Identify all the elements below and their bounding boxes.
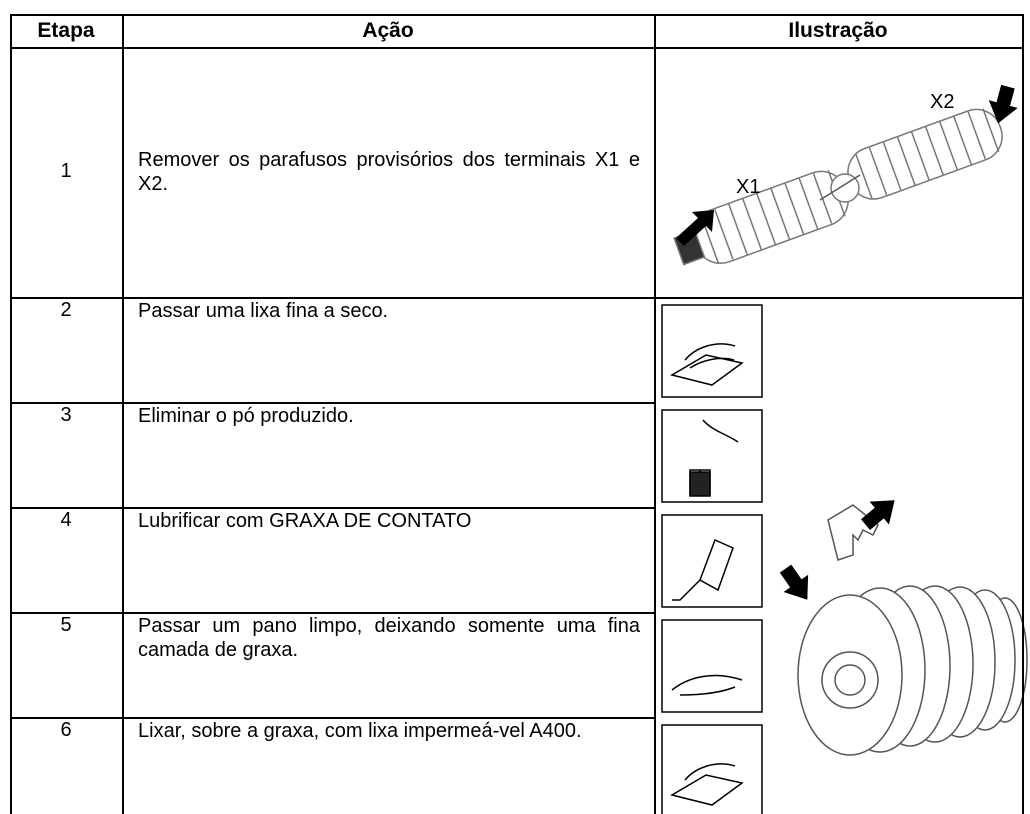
step-number: 3 — [60, 404, 72, 426]
step-number: 1 — [60, 160, 72, 182]
rule — [10, 47, 1024, 49]
action-text: Lubrificar com GRAXA DE CONTATO — [138, 510, 472, 532]
flange-drawing — [797, 504, 1028, 756]
rule — [10, 717, 656, 719]
arrow — [779, 564, 809, 600]
arrow — [676, 210, 714, 246]
arrow — [988, 84, 1018, 124]
action-text: Remover os parafusos provisórios dos ter… — [138, 149, 640, 195]
rule — [654, 14, 656, 814]
x2-label: X2 — [930, 91, 954, 113]
arrow — [861, 500, 895, 531]
rule — [1022, 14, 1024, 814]
rule — [10, 14, 12, 814]
action-text: Lixar, sobre a graxa, com lixa impermeá-… — [138, 720, 582, 742]
rule — [10, 402, 656, 404]
bushing-drawing — [673, 108, 1003, 266]
x1-label: X1 — [736, 176, 760, 198]
rule — [10, 612, 656, 614]
step-number: 4 — [60, 509, 72, 531]
column-header: Ação — [362, 18, 414, 42]
rule — [10, 507, 656, 509]
action-text: Eliminar o pó produzido. — [138, 405, 354, 427]
column-header: Ilustração — [788, 18, 888, 42]
rule — [122, 14, 124, 814]
step-number: 5 — [60, 614, 72, 636]
step-number: 2 — [60, 299, 72, 321]
rule — [10, 297, 1024, 299]
action-text: Passar uma lixa fina a seco. — [138, 300, 389, 322]
action-text: Passar um pano limpo, deixando somente u… — [138, 615, 640, 661]
rule — [10, 14, 1024, 16]
step-number: 6 — [60, 719, 72, 741]
icons — [661, 304, 763, 814]
column-header: Etapa — [37, 18, 95, 42]
